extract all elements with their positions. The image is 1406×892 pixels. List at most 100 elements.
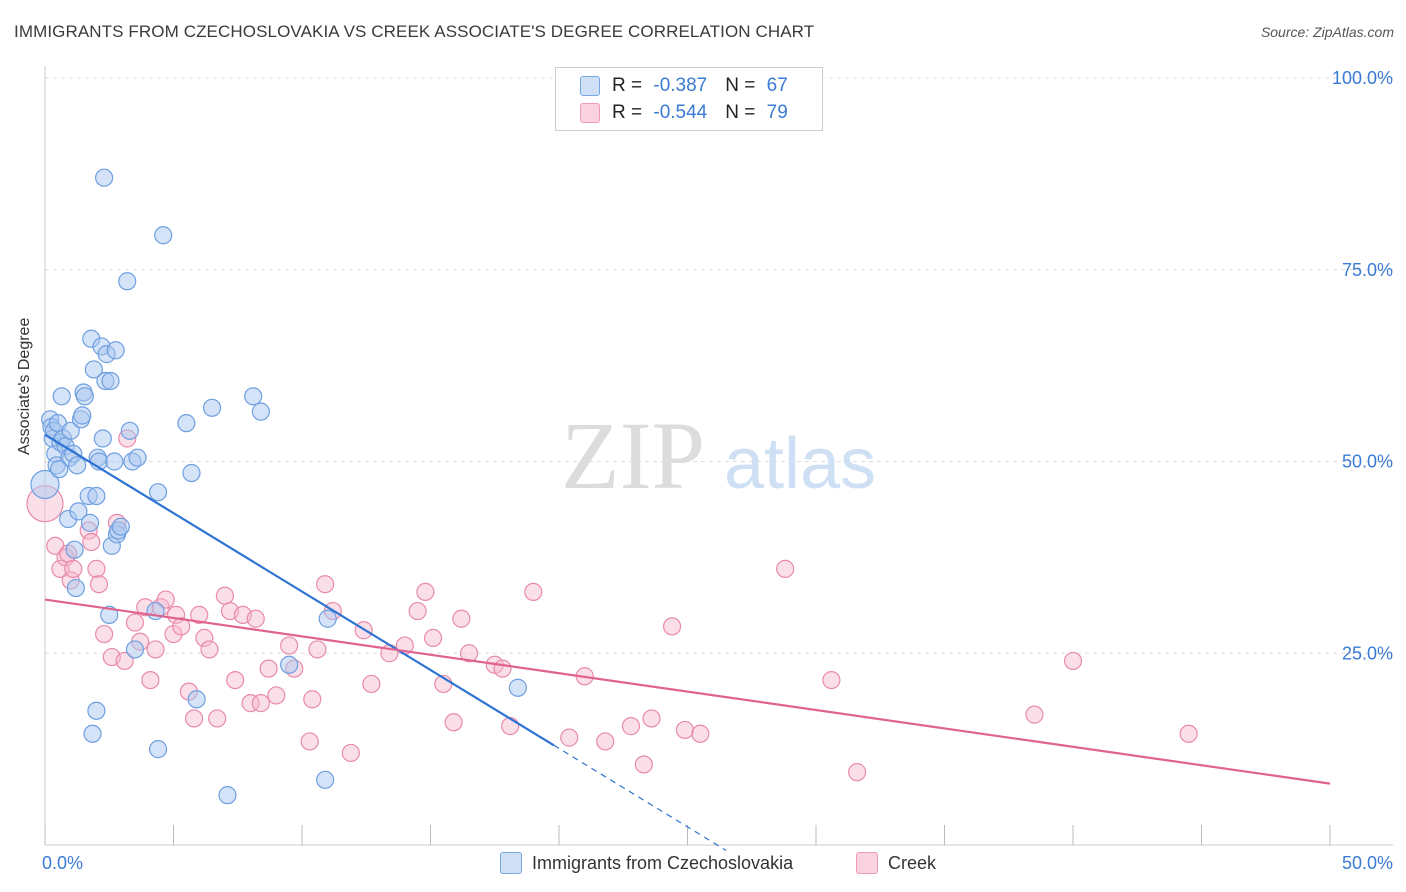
creek-point <box>596 732 615 751</box>
czechoslovakia-point <box>95 168 114 187</box>
czechoslovakia-points <box>30 168 527 805</box>
czechoslovakia-point <box>125 640 145 659</box>
watermark-zip: ZIP <box>561 402 705 509</box>
creek-point <box>226 670 245 690</box>
trend-lines <box>44 433 1331 851</box>
czechoslovakia-point <box>66 578 85 598</box>
series-legend: Immigrants from Czechoslovakia Creek <box>0 852 1406 878</box>
czechoslovakia-point <box>50 460 69 479</box>
czechoslovakia-point <box>148 483 168 502</box>
czechoslovakia-point <box>120 421 139 440</box>
czechoslovakia-point <box>128 448 147 467</box>
y-axis-label: Associate's Degree <box>16 317 33 455</box>
y-tick-label: 50.0% <box>1342 452 1393 472</box>
creek-point <box>259 659 278 678</box>
creek-point <box>423 628 443 648</box>
creek-point <box>848 763 867 782</box>
czechoslovakia-point <box>65 540 84 559</box>
creek-point <box>621 717 641 736</box>
creek-point <box>246 609 265 628</box>
czechoslovakia-trend-line <box>44 433 555 747</box>
creek-point <box>64 559 83 578</box>
czechoslovakia-point <box>87 486 106 506</box>
creek-point <box>82 532 101 552</box>
creek-point <box>776 559 795 578</box>
czechoslovakia-point <box>202 398 222 417</box>
creek-point <box>316 575 335 594</box>
creek-point <box>208 709 227 728</box>
legend-label-czechoslovakia: Immigrants from Czechoslovakia <box>532 852 794 873</box>
creek-point <box>444 713 463 732</box>
czechoslovakia-point <box>93 429 112 448</box>
creek-point <box>524 582 543 601</box>
creek-point <box>416 582 435 601</box>
legend-r-value: -0.544 <box>653 102 708 123</box>
legend-swatch-czechoslovakia <box>580 76 600 96</box>
creek-point <box>1179 724 1198 743</box>
creek-point <box>115 651 134 671</box>
czechoslovakia-point <box>316 770 335 789</box>
creek-point <box>195 628 214 648</box>
czechoslovakia-point <box>69 502 88 521</box>
creek-point <box>303 690 322 709</box>
czechoslovakia-point <box>73 406 92 425</box>
creek-point <box>634 755 653 774</box>
czechoslovakia-point <box>280 655 299 674</box>
czechoslovakia-point <box>100 605 119 625</box>
legend-label-creek: Creek <box>888 852 937 873</box>
czechoslovakia-point <box>68 456 87 475</box>
creek-point <box>125 613 145 632</box>
czechoslovakia-point <box>105 452 124 471</box>
creek-point <box>280 636 299 655</box>
x-tick-label: 0.0% <box>42 853 83 873</box>
czechoslovakia-point <box>80 513 100 532</box>
creek-point <box>241 694 260 713</box>
creek-point <box>452 609 471 628</box>
czechoslovakia-point <box>118 272 137 291</box>
czechoslovakia-point <box>244 387 263 406</box>
creek-point <box>89 575 109 594</box>
creek-point <box>308 640 327 659</box>
creek-point <box>1025 705 1044 724</box>
creek-trend-line <box>44 598 1331 785</box>
creek-point <box>141 670 160 690</box>
creek-point <box>172 617 191 636</box>
czechoslovakia-point <box>508 678 527 697</box>
creek-point <box>675 720 695 740</box>
y-tick-label: 100.0% <box>1332 68 1393 88</box>
creek-point <box>95 624 114 644</box>
creek-point <box>642 709 661 728</box>
creek-point <box>822 670 841 690</box>
correlation-legend: R = -0.387 N = 67 R = -0.544 N = 79 <box>555 67 823 131</box>
czechoslovakia-point <box>52 387 71 406</box>
y-tick-label: 75.0% <box>1342 260 1393 280</box>
creek-point <box>362 674 381 694</box>
legend-item-czechoslovakia[interactable]: Immigrants from Czechoslovakia <box>500 852 793 874</box>
legend-swatch-creek <box>580 103 600 123</box>
czechoslovakia-point <box>182 463 201 483</box>
czechoslovakia-point <box>106 341 125 360</box>
czechoslovakia-point <box>187 690 206 709</box>
creek-point <box>164 624 183 644</box>
creek-point <box>459 644 479 663</box>
watermark-atlas: atlas <box>724 424 876 504</box>
legend-item-creek[interactable]: Creek <box>856 852 936 874</box>
legend-r-label: R = <box>612 102 648 123</box>
czechoslovakia-point <box>218 786 237 805</box>
grid-lines <box>45 77 1393 654</box>
czechoslovakia-point <box>101 371 120 391</box>
source-label: Source: ZipAtlas.com <box>1260 24 1394 40</box>
czechoslovakia-point <box>177 414 196 433</box>
axes <box>44 66 1393 846</box>
legend-r-value: -0.387 <box>653 75 708 96</box>
creek-point <box>300 732 319 751</box>
creek-point <box>156 590 175 609</box>
creek-point <box>662 617 682 636</box>
czechoslovakia-point <box>61 421 80 440</box>
creek-point <box>1063 651 1083 671</box>
creek-point <box>501 717 520 736</box>
czechoslovakia-point <box>75 387 94 406</box>
creek-point <box>560 728 579 747</box>
creek-point <box>691 724 710 743</box>
